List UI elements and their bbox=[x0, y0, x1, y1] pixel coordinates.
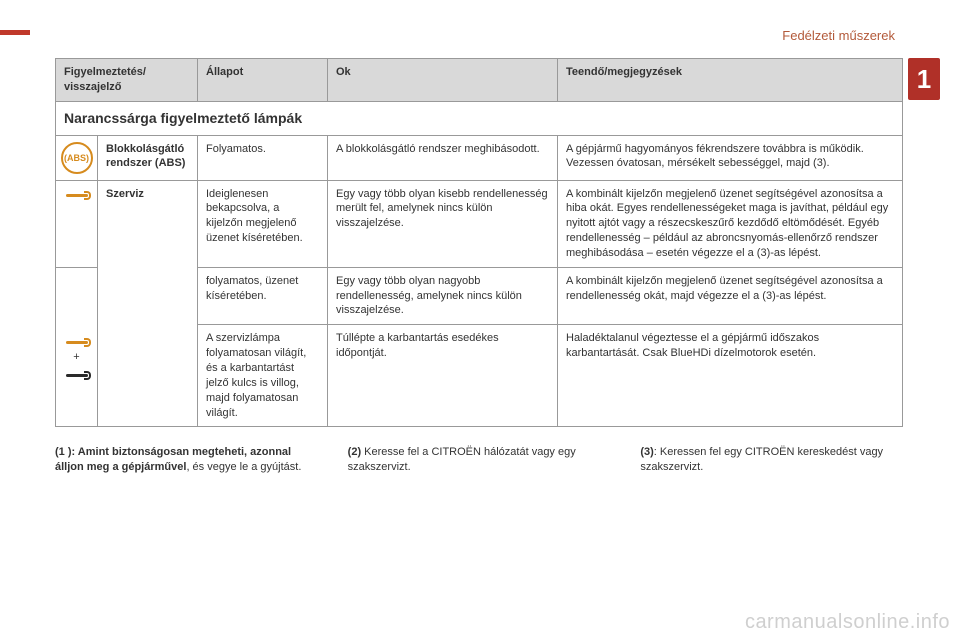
table-row: (ABS) Blokkolásgátló rendszer (ABS) Foly… bbox=[56, 135, 903, 180]
row-state: Folyamatos. bbox=[198, 135, 328, 180]
service-combo-icon-cell: + bbox=[56, 267, 98, 427]
spanner-icon bbox=[63, 371, 91, 381]
row-cause: A blokkolásgátló rendszer meghibásodott. bbox=[328, 135, 558, 180]
row-cause: Egy vagy több olyan nagyobb rendelleness… bbox=[328, 267, 558, 325]
th-state: Állapot bbox=[198, 59, 328, 102]
section-title: Fedélzeti műszerek bbox=[782, 28, 895, 43]
accent-bar bbox=[0, 30, 30, 35]
row-cause: Túllépte a karbantartás esedékes időpont… bbox=[328, 325, 558, 427]
footnotes: (1 ): Amint biztonságosan megteheti, azo… bbox=[55, 445, 903, 475]
footnote-3: (3): Keressen fel egy CITROËN kereskedés… bbox=[640, 445, 903, 475]
th-action: Teendő/megjegyzések bbox=[558, 59, 903, 102]
footnote-2: (2) Keresse fel a CITROËN hálózatát vagy… bbox=[348, 445, 611, 475]
th-warning: Figyelmeztetés/ visszajelző bbox=[56, 59, 198, 102]
abs-icon-cell: (ABS) bbox=[56, 135, 98, 180]
group-title: Narancssárga figyelmeztető lámpák bbox=[56, 101, 903, 135]
watermark: carmanualsonline.info bbox=[745, 611, 950, 634]
warning-lamps-table: Figyelmeztetés/ visszajelző Állapot Ok T… bbox=[55, 58, 903, 427]
row-name: Szerviz bbox=[98, 180, 198, 427]
row-state: A szervizlámpa folyamatosan világít, és … bbox=[198, 325, 328, 427]
chapter-badge: 1 bbox=[908, 58, 940, 100]
main-content: Figyelmeztetés/ visszajelző Állapot Ok T… bbox=[55, 58, 903, 475]
row-state: folyamatos, üzenet kíséretében. bbox=[198, 267, 328, 325]
th-cause: Ok bbox=[328, 59, 558, 102]
wrench-icon bbox=[63, 191, 91, 201]
row-name: Blokkolásgátló rendszer (ABS) bbox=[98, 135, 198, 180]
table-row: Szerviz Ideiglenesen bekapcsolva, a kije… bbox=[56, 180, 903, 267]
row-state: Ideiglenesen bekapcsolva, a kijelzőn meg… bbox=[198, 180, 328, 267]
row-cause: Egy vagy több olyan kisebb rendellenessé… bbox=[328, 180, 558, 267]
abs-icon: (ABS) bbox=[61, 142, 93, 174]
row-action: A gépjármű hagyományos fékrendszere tová… bbox=[558, 135, 903, 180]
footnote-1: (1 ): Amint biztonságosan megteheti, azo… bbox=[55, 445, 318, 475]
row-action: A kombinált kijelzőn megjelenő üzenet se… bbox=[558, 180, 903, 267]
plus-icon: + bbox=[60, 350, 93, 365]
wrench-icon bbox=[63, 338, 91, 348]
row-action: Haladéktalanul végeztesse el a gépjármű … bbox=[558, 325, 903, 427]
row-action: A kombinált kijelzőn megjelenő üzenet se… bbox=[558, 267, 903, 325]
service-icon-cell bbox=[56, 180, 98, 267]
